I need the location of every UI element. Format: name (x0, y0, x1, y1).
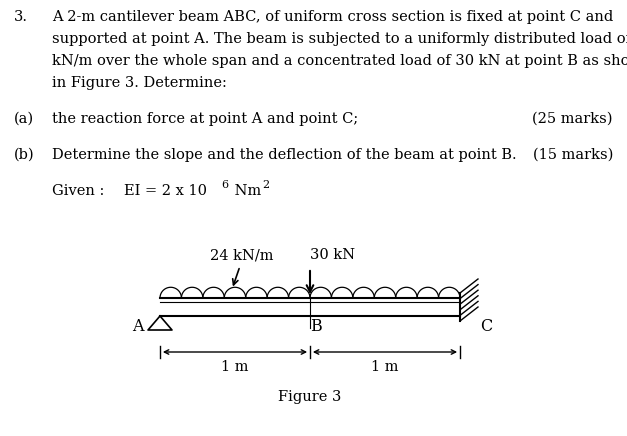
Text: Given :: Given : (52, 184, 104, 198)
Text: (25 marks): (25 marks) (532, 112, 613, 126)
Text: (b): (b) (14, 148, 34, 162)
Text: (a): (a) (14, 112, 34, 126)
Text: EI = 2 x 10: EI = 2 x 10 (124, 184, 207, 198)
Text: 24 kN/m: 24 kN/m (210, 248, 273, 262)
Text: 3.: 3. (14, 10, 28, 24)
Text: B: B (310, 318, 322, 335)
Text: A 2-m cantilever beam ABC, of uniform cross section is fixed at point C and: A 2-m cantilever beam ABC, of uniform cr… (52, 10, 613, 24)
Text: 1 m: 1 m (371, 360, 399, 374)
Text: 6: 6 (221, 180, 228, 190)
Text: 2: 2 (262, 180, 269, 190)
Text: the reaction force at point A and point C;: the reaction force at point A and point … (52, 112, 358, 126)
Text: Determine the slope and the deflection of the beam at point B.: Determine the slope and the deflection o… (52, 148, 517, 162)
Text: Figure 3: Figure 3 (278, 390, 342, 404)
Text: supported at point A. The beam is subjected to a uniformly distributed load of 2: supported at point A. The beam is subjec… (52, 32, 627, 46)
Text: 30 kN: 30 kN (310, 248, 355, 262)
Text: (15 marks): (15 marks) (532, 148, 613, 162)
Text: C: C (480, 318, 492, 335)
Text: A: A (132, 318, 144, 335)
Text: Nm: Nm (230, 184, 261, 198)
Text: 1 m: 1 m (221, 360, 249, 374)
Text: kN/m over the whole span and a concentrated load of 30 kN at point B as shown: kN/m over the whole span and a concentra… (52, 54, 627, 68)
Text: in Figure 3. Determine:: in Figure 3. Determine: (52, 76, 227, 90)
